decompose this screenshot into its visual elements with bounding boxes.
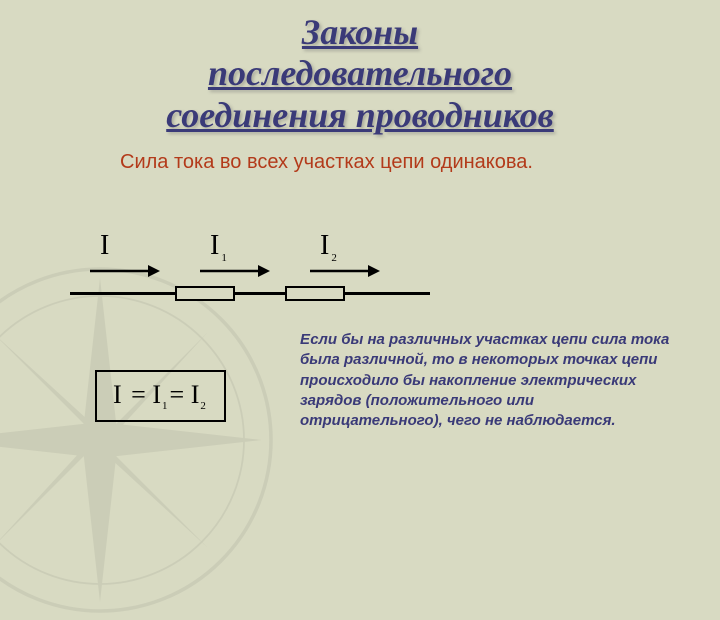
current-label-I1: I1	[210, 230, 227, 264]
subtitle-text: Сила тока во всех участках цепи одинаков…	[120, 150, 600, 175]
title-line-3: соединения проводников	[166, 95, 554, 135]
slide-title: Законы последовательного соединения пров…	[0, 0, 720, 136]
title-line-2: последовательного	[208, 53, 512, 93]
current-label-I: I	[100, 230, 111, 264]
circuit-diagram: I I1 I2	[70, 230, 450, 320]
arrow-icon	[200, 264, 270, 278]
explanation-text: Если бы на различных участках цепи сила …	[300, 330, 680, 431]
arrow-icon	[310, 264, 380, 278]
title-line-1: Законы	[302, 12, 418, 52]
circuit-wire	[70, 292, 430, 295]
current-label-I2: I2	[320, 230, 337, 264]
formula-box: I = I1= I2	[95, 370, 226, 422]
arrow-icon	[90, 264, 160, 278]
resistor-1	[175, 286, 235, 301]
resistor-2	[285, 286, 345, 301]
